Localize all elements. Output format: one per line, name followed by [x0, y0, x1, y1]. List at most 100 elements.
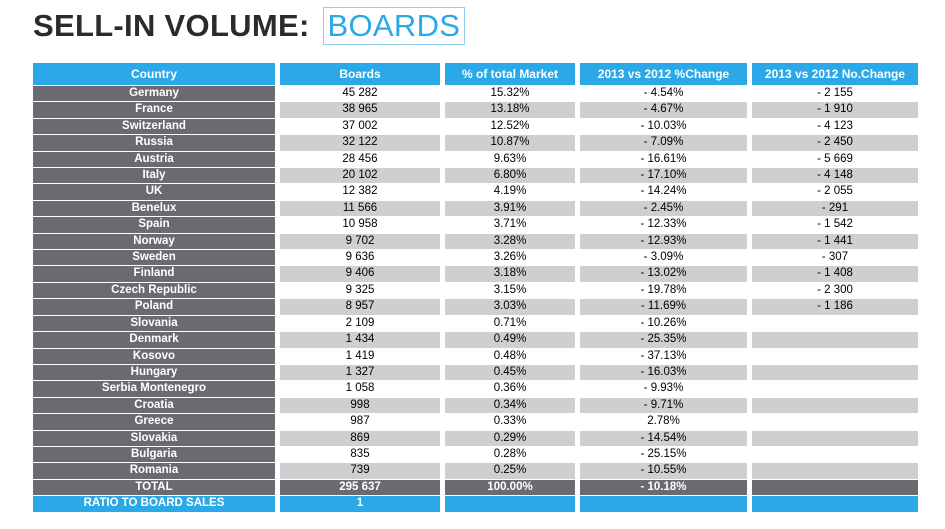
- cell-country: Italy: [33, 168, 275, 184]
- cell-country: Switzerland: [33, 118, 275, 135]
- cell-country: TOTAL: [33, 479, 275, 496]
- cell-percent-market: 3.28%: [445, 233, 575, 250]
- cell-percent-change: - 19.78%: [580, 282, 747, 299]
- cell-boards: 835: [280, 446, 440, 463]
- cell-percent-change: - 37.13%: [580, 348, 747, 364]
- cell-percent-market: 4.19%: [445, 184, 575, 200]
- cell-percent-market: 100.00%: [445, 479, 575, 496]
- cell-country: Russia: [33, 135, 275, 151]
- cell-percent-market: 10.87%: [445, 135, 575, 151]
- cell-country: Serbia Montenegro: [33, 381, 275, 397]
- cell-percent-change: - 16.61%: [580, 151, 747, 168]
- cell-country: Slovakia: [33, 430, 275, 446]
- cell-percent-market: 6.80%: [445, 168, 575, 184]
- cell-percent-market: 12.52%: [445, 118, 575, 135]
- header-percent-market: % of total Market: [445, 63, 575, 85]
- cell-number-change: [752, 364, 918, 381]
- table-body: Germany 45 282 15.32% - 4.54% - 2 155 France 3…: [33, 86, 918, 512]
- table-row: Austria 28 456 9.63% - 16.61% - 5 669: [33, 151, 918, 168]
- cell-country: Hungary: [33, 364, 275, 381]
- cell-percent-change: - 14.24%: [580, 184, 747, 200]
- cell-percent-change: - 10.55%: [580, 463, 747, 479]
- cell-percent-change: - 2.45%: [580, 200, 747, 217]
- cell-percent-change: - 16.03%: [580, 364, 747, 381]
- cell-country: Austria: [33, 151, 275, 168]
- cell-number-change: [752, 332, 918, 348]
- cell-percent-market: 13.18%: [445, 102, 575, 118]
- cell-number-change: - 1 186: [752, 299, 918, 315]
- cell-boards: 739: [280, 463, 440, 479]
- cell-percent-change: - 25.35%: [580, 332, 747, 348]
- cell-number-change: - 2 450: [752, 135, 918, 151]
- cell-percent-market: 0.33%: [445, 414, 575, 430]
- cell-percent-market: 3.71%: [445, 217, 575, 233]
- cell-percent-change: - 9.71%: [580, 397, 747, 414]
- cell-boards: 32 122: [280, 135, 440, 151]
- header-percent-change: 2013 vs 2012 %Change: [580, 63, 747, 85]
- cell-boards: 38 965: [280, 102, 440, 118]
- table-row: Czech Republic 9 325 3.15% - 19.78% - 2 300: [33, 282, 918, 299]
- table-row: Croatia 998 0.34% - 9.71%: [33, 397, 918, 414]
- table-row: Finland 9 406 3.18% - 13.02% - 1 408: [33, 266, 918, 282]
- cell-country: France: [33, 102, 275, 118]
- cell-percent-market: 0.71%: [445, 315, 575, 332]
- cell-percent-market: 0.29%: [445, 430, 575, 446]
- cell-number-change: - 1 910: [752, 102, 918, 118]
- cell-percent-change: - 17.10%: [580, 168, 747, 184]
- cell-number-change: [752, 348, 918, 364]
- cell-percent-change: - 14.54%: [580, 430, 747, 446]
- table-row: Italy 20 102 6.80% - 17.10% - 4 148: [33, 168, 918, 184]
- cell-number-change: - 2 155: [752, 86, 918, 102]
- cell-country: Bulgaria: [33, 446, 275, 463]
- cell-boards: 869: [280, 430, 440, 446]
- cell-percent-change: [580, 496, 747, 512]
- header-country: Country: [33, 63, 275, 85]
- cell-boards: 10 958: [280, 217, 440, 233]
- cell-percent-market: [445, 496, 575, 512]
- table-row: Sweden 9 636 3.26% - 3.09% - 307: [33, 250, 918, 266]
- cell-number-change: - 1 408: [752, 266, 918, 282]
- cell-percent-market: 3.15%: [445, 282, 575, 299]
- cell-percent-market: 15.32%: [445, 86, 575, 102]
- header-boards: Boards: [280, 63, 440, 85]
- table-row: UK 12 382 4.19% - 14.24% - 2 055: [33, 184, 918, 200]
- cell-country: RATIO TO BOARD SALES: [33, 496, 275, 512]
- cell-country: Slovania: [33, 315, 275, 332]
- cell-number-change: [752, 414, 918, 430]
- cell-boards: 987: [280, 414, 440, 430]
- cell-percent-market: 3.26%: [445, 250, 575, 266]
- cell-country: Greece: [33, 414, 275, 430]
- cell-percent-change: - 10.26%: [580, 315, 747, 332]
- cell-boards: 998: [280, 397, 440, 414]
- cell-country: Germany: [33, 86, 275, 102]
- cell-boards: 45 282: [280, 86, 440, 102]
- cell-number-change: [752, 381, 918, 397]
- cell-percent-market: 3.03%: [445, 299, 575, 315]
- table-row: Benelux 11 566 3.91% - 2.45% - 291: [33, 200, 918, 217]
- cell-number-change: - 1 542: [752, 217, 918, 233]
- total-row: TOTAL 295 637 100.00% - 10.18%: [33, 479, 918, 496]
- sell-in-table: Country Boards % of total Market 2013 vs…: [28, 62, 923, 513]
- cell-boards: 1 419: [280, 348, 440, 364]
- cell-percent-change: - 12.93%: [580, 233, 747, 250]
- table-row: Slovania 2 109 0.71% - 10.26%: [33, 315, 918, 332]
- cell-country: Croatia: [33, 397, 275, 414]
- cell-number-change: [752, 397, 918, 414]
- cell-country: Romania: [33, 463, 275, 479]
- table-row: Spain 10 958 3.71% - 12.33% - 1 542: [33, 217, 918, 233]
- cell-number-change: - 2 300: [752, 282, 918, 299]
- table-row: Switzerland 37 002 12.52% - 10.03% - 4 123: [33, 118, 918, 135]
- cell-boards: 1: [280, 496, 440, 512]
- table-row: Hungary 1 327 0.45% - 16.03%: [33, 364, 918, 381]
- cell-country: Finland: [33, 266, 275, 282]
- cell-percent-change: - 11.69%: [580, 299, 747, 315]
- cell-country: Norway: [33, 233, 275, 250]
- cell-number-change: - 1 441: [752, 233, 918, 250]
- table-row: Denmark 1 434 0.49% - 25.35%: [33, 332, 918, 348]
- cell-boards: 9 636: [280, 250, 440, 266]
- cell-boards: 20 102: [280, 168, 440, 184]
- cell-country: Spain: [33, 217, 275, 233]
- table-row: Slovakia 869 0.29% - 14.54%: [33, 430, 918, 446]
- cell-percent-market: 3.91%: [445, 200, 575, 217]
- cell-number-change: [752, 496, 918, 512]
